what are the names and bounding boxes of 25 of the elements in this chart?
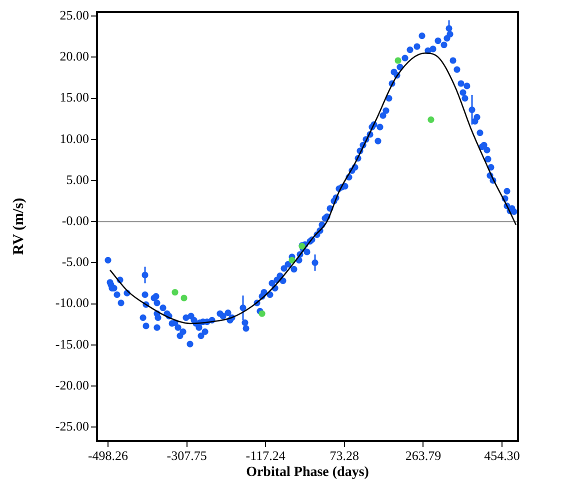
point — [394, 57, 402, 64]
x-tick-label: -117.24 — [246, 448, 286, 464]
y-tick-label: 25.00 — [60, 8, 89, 23]
y-tick-label: -20.00 — [55, 377, 89, 392]
y-tick-label: -10.00 — [55, 295, 89, 310]
point — [258, 310, 266, 317]
y-tick-label: 20.00 — [60, 48, 89, 64]
x-tick-label: 454.30 — [484, 448, 520, 464]
x-tick-label: -498.26 — [88, 448, 129, 464]
point — [288, 256, 296, 264]
y-tick-label: -15.00 — [55, 336, 89, 352]
x-axis-title: Orbital Phase (days) — [246, 465, 370, 480]
x-tick-label: 263.79 — [405, 448, 442, 464]
y-tick-label: 10.00 — [60, 130, 89, 146]
y-tick-label: -25.00 — [55, 418, 89, 434]
x-tick-label: 73.28 — [330, 448, 360, 464]
x-tick-label: -307.75 — [166, 448, 207, 464]
y-tick-label: -5.00 — [62, 254, 89, 270]
point — [180, 294, 188, 302]
y-tick-label: 5.00 — [66, 172, 89, 187]
y-tick-label: 15.00 — [60, 90, 89, 105]
point — [428, 116, 434, 123]
y-tick-label: -0.00 — [62, 212, 89, 228]
y-axis-title: RV (m/s) — [10, 198, 27, 256]
point — [172, 288, 178, 296]
